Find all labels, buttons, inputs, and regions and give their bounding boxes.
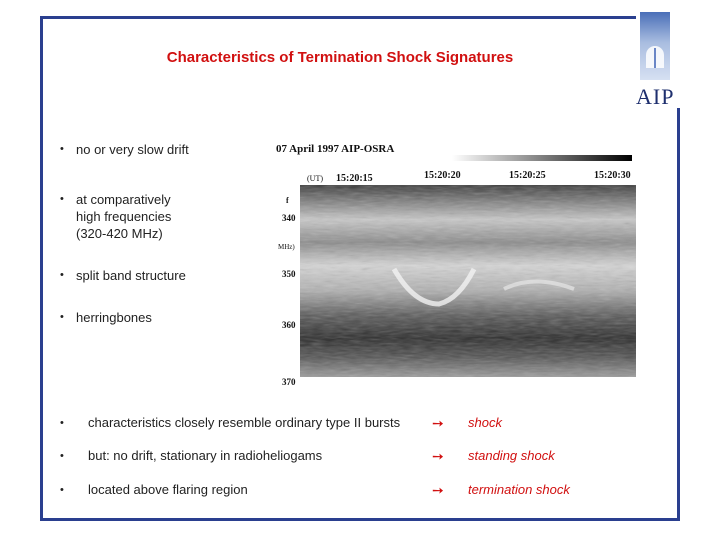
freq-unit: MHz) bbox=[278, 243, 295, 251]
bullet-marker: • bbox=[60, 193, 64, 205]
conclusion-text: but: no drift, stationary in radioheliog… bbox=[88, 448, 323, 463]
bullet-marker: • bbox=[60, 417, 64, 429]
arrow-icon: ➙ bbox=[432, 448, 444, 464]
conclusion-result: standing shock bbox=[468, 448, 555, 463]
time-tick: 15:20:30 bbox=[594, 170, 631, 181]
spectrogram-image: 07 April 1997 AIP-OSRA (UT) 15:20:15 15:… bbox=[274, 139, 636, 389]
bullet-text: split band structure bbox=[76, 268, 186, 283]
arrow-icon: ➙ bbox=[432, 415, 444, 431]
bullet-item: • at comparatively high frequencies (320… bbox=[60, 191, 171, 242]
bullet-text: no or very slow drift bbox=[76, 142, 189, 157]
conclusion-row: • located above flaring region ➙ termina… bbox=[60, 481, 620, 499]
bullet-item: • split band structure bbox=[60, 267, 186, 284]
bullet-item: • no or very slow drift bbox=[60, 141, 189, 158]
bullet-text: at comparatively high frequencies (320-4… bbox=[76, 192, 172, 241]
conclusion-text: characteristics closely resemble ordinar… bbox=[88, 415, 401, 430]
time-tick: 15:20:15 bbox=[336, 173, 373, 184]
freq-tick: 370 bbox=[282, 377, 296, 387]
arrow-icon: ➙ bbox=[432, 482, 444, 498]
conclusion-row: • but: no drift, stationary in radioheli… bbox=[60, 447, 620, 465]
logo-text: AIP bbox=[636, 84, 675, 109]
bullet-item: • herringbones bbox=[60, 309, 152, 326]
bullet-marker: • bbox=[60, 450, 64, 462]
slide-title: Characteristics of Termination Shock Sig… bbox=[166, 49, 514, 66]
bullet-marker: • bbox=[60, 269, 64, 281]
svg-text:f: f bbox=[286, 196, 289, 205]
time-tick: 15:20:20 bbox=[424, 170, 461, 181]
time-label: (UT) bbox=[307, 174, 323, 183]
intensity-scale-bar bbox=[452, 155, 632, 161]
slide-frame bbox=[40, 16, 680, 521]
bullet-marker: • bbox=[60, 484, 64, 496]
conclusion-row: • characteristics closely resemble ordin… bbox=[60, 414, 620, 432]
bullet-text: herringbones bbox=[76, 310, 152, 325]
conclusion-result: termination shock bbox=[468, 482, 570, 497]
freq-tick: 350 bbox=[282, 269, 296, 279]
conclusion-result: shock bbox=[468, 415, 502, 430]
time-tick: 15:20:25 bbox=[509, 170, 546, 181]
bullet-marker: • bbox=[60, 311, 64, 323]
observatory-dome-icon bbox=[640, 12, 670, 80]
conclusion-text: located above flaring region bbox=[88, 482, 248, 497]
freq-tick: 340 bbox=[282, 213, 296, 223]
aip-logo: AIP bbox=[636, 12, 698, 109]
bullet-marker: • bbox=[60, 143, 64, 155]
freq-tick: 360 bbox=[282, 320, 296, 330]
spectrogram-header: 07 April 1997 AIP-OSRA bbox=[276, 143, 394, 155]
